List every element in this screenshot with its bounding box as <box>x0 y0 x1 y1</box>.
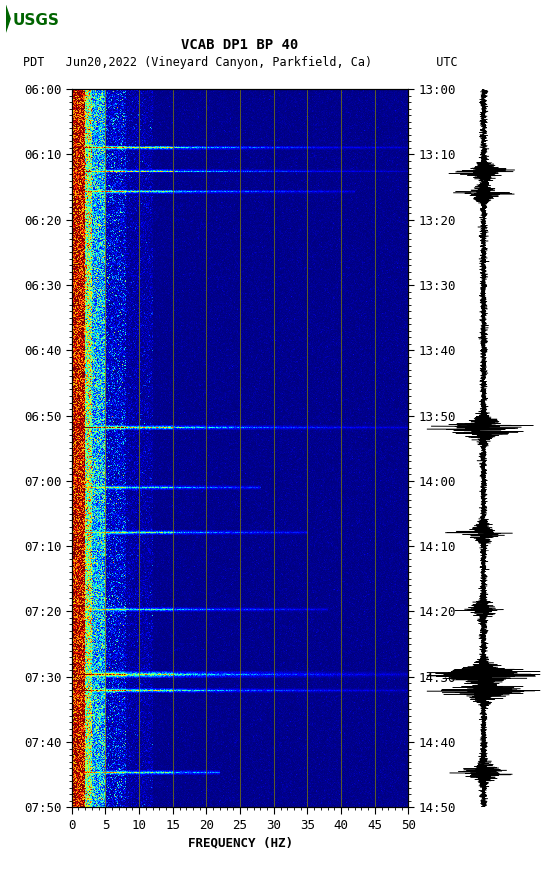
Text: PDT   Jun20,2022 (Vineyard Canyon, Parkfield, Ca)         UTC: PDT Jun20,2022 (Vineyard Canyon, Parkfie… <box>23 56 458 69</box>
Text: VCAB DP1 BP 40: VCAB DP1 BP 40 <box>182 37 299 52</box>
Polygon shape <box>6 5 10 32</box>
X-axis label: FREQUENCY (HZ): FREQUENCY (HZ) <box>188 836 293 849</box>
Text: USGS: USGS <box>12 12 59 28</box>
